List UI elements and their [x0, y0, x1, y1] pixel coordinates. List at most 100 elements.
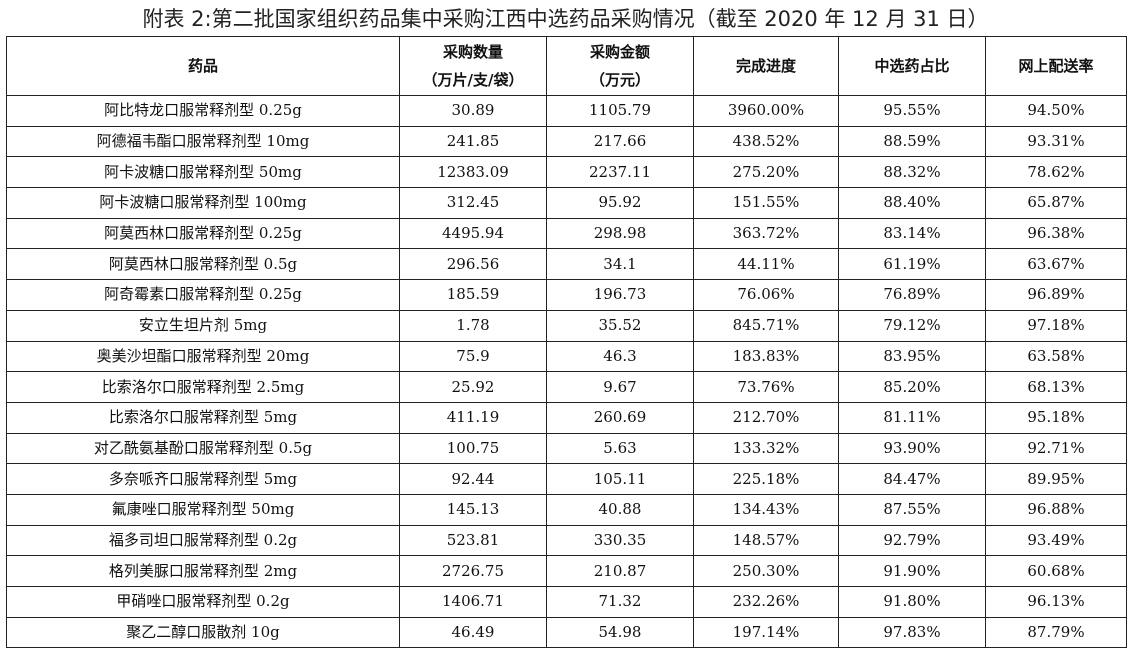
- table-row: 阿比特龙口服常释剂型 0.25g 30.89 1105.79 3960.00% 95.5…: [6, 95, 1127, 127]
- cell-delivery-rate: 63.58%: [985, 340, 1127, 373]
- cell-drug: 阿莫西林口服常释剂型 0.5g: [6, 248, 400, 281]
- cell-drug: 福多司坦口服常释剂型 0.2g: [6, 524, 400, 557]
- cell-progress: 232.26%: [693, 586, 839, 618]
- cell-delivery-rate: 95.18%: [985, 401, 1127, 434]
- table-row: 阿莫西林口服常释剂型 0.5g 296.56 34.1 44.11% 61.19% 63.…: [6, 248, 1127, 281]
- cell-quantity: 46.49: [399, 616, 547, 649]
- table-row: 比索洛尔口服常释剂型 5mg 411.19 260.69 212.70% 81.11% 9…: [6, 401, 1127, 434]
- header-quantity: 采购数量 （万片/支/袋）: [399, 36, 547, 96]
- cell-quantity: 12383.09: [399, 156, 547, 189]
- cell-quantity: 411.19: [399, 401, 547, 434]
- cell-amount: 196.73: [546, 279, 694, 311]
- table-row: 奥美沙坦酯口服常释剂型 20mg 75.9 46.3 183.83% 83.95% 63.…: [6, 340, 1127, 373]
- cell-delivery-rate: 89.95%: [985, 463, 1127, 495]
- cell-progress: 225.18%: [693, 463, 839, 495]
- header-delivery-rate: 网上配送率: [985, 36, 1127, 96]
- cell-selected-share: 87.55%: [838, 493, 986, 526]
- cell-amount: 95.92: [546, 187, 694, 219]
- cell-drug: 格列美脲口服常释剂型 2mg: [6, 555, 400, 587]
- cell-quantity: 241.85: [399, 125, 547, 158]
- table-row: 福多司坦口服常释剂型 0.2g 523.81 330.35 148.57% 92.79%…: [6, 524, 1127, 557]
- cell-progress: 183.83%: [693, 340, 839, 373]
- cell-delivery-rate: 92.71%: [985, 432, 1127, 465]
- cell-delivery-rate: 93.31%: [985, 125, 1127, 158]
- cell-delivery-rate: 93.49%: [985, 524, 1127, 557]
- cell-selected-share: 93.90%: [838, 432, 986, 465]
- cell-selected-share: 83.95%: [838, 340, 986, 373]
- cell-progress: 133.32%: [693, 432, 839, 465]
- cell-quantity: 1.78: [399, 309, 547, 342]
- cell-selected-share: 61.19%: [838, 248, 986, 281]
- cell-progress: 134.43%: [693, 493, 839, 526]
- cell-amount: 298.98: [546, 217, 694, 250]
- cell-amount: 9.67: [546, 371, 694, 403]
- table-row: 多奈哌齐口服常释剂型 5mg 92.44 105.11 225.18% 84.47% 89…: [6, 463, 1127, 495]
- cell-selected-share: 95.55%: [838, 95, 986, 127]
- cell-drug: 比索洛尔口服常释剂型 5mg: [6, 401, 400, 434]
- table-row: 格列美脲口服常释剂型 2mg 2726.75 210.87 250.30% 91.90%…: [6, 555, 1127, 587]
- cell-quantity: 296.56: [399, 248, 547, 281]
- cell-amount: 210.87: [546, 555, 694, 587]
- cell-quantity: 25.92: [399, 371, 547, 403]
- cell-amount: 217.66: [546, 125, 694, 158]
- cell-selected-share: 76.89%: [838, 279, 986, 311]
- cell-selected-share: 88.32%: [838, 156, 986, 189]
- cell-amount: 260.69: [546, 401, 694, 434]
- cell-delivery-rate: 96.13%: [985, 586, 1127, 618]
- cell-progress: 275.20%: [693, 156, 839, 189]
- cell-selected-share: 88.40%: [838, 187, 986, 219]
- cell-amount: 34.1: [546, 248, 694, 281]
- cell-drug: 阿莫西林口服常释剂型 0.25g: [6, 217, 400, 250]
- cell-delivery-rate: 65.87%: [985, 187, 1127, 219]
- table-row: 阿德福韦酯口服常释剂型 10mg 241.85 217.66 438.52% 88.59…: [6, 125, 1127, 158]
- cell-drug: 阿卡波糖口服常释剂型 100mg: [6, 187, 400, 219]
- cell-drug: 氟康唑口服常释剂型 50mg: [6, 493, 400, 526]
- cell-selected-share: 92.79%: [838, 524, 986, 557]
- cell-amount: 1105.79: [546, 95, 694, 127]
- cell-amount: 40.88: [546, 493, 694, 526]
- cell-progress: 3960.00%: [693, 95, 839, 127]
- cell-drug: 阿卡波糖口服常释剂型 50mg: [6, 156, 400, 189]
- cell-selected-share: 83.14%: [838, 217, 986, 250]
- cell-delivery-rate: 94.50%: [985, 95, 1127, 127]
- table-row: 阿卡波糖口服常释剂型 100mg 312.45 95.92 151.55% 88.40%…: [6, 187, 1127, 219]
- cell-progress: 44.11%: [693, 248, 839, 281]
- table-row: 比索洛尔口服常释剂型 2.5mg 25.92 9.67 73.76% 85.20% 68.…: [6, 371, 1127, 403]
- cell-progress: 148.57%: [693, 524, 839, 557]
- table-body: 阿比特龙口服常释剂型 0.25g 30.89 1105.79 3960.00% 95.5…: [6, 95, 1127, 649]
- cell-progress: 250.30%: [693, 555, 839, 587]
- table-row: 对乙酰氨基酚口服常释剂型 0.5g 100.75 5.63 133.32% 93.90%…: [6, 432, 1127, 465]
- table-row: 安立生坦片剂 5mg 1.78 35.52 845.71% 79.12% 97.18%: [6, 309, 1127, 342]
- cell-drug: 多奈哌齐口服常释剂型 5mg: [6, 463, 400, 495]
- cell-drug: 甲硝唑口服常释剂型 0.2g: [6, 586, 400, 618]
- cell-delivery-rate: 78.62%: [985, 156, 1127, 189]
- cell-progress: 212.70%: [693, 401, 839, 434]
- table-header-row: 药品 采购数量 （万片/支/袋） 采购金额 （万元） 完成进度 中选药占比 网上配送…: [6, 36, 1127, 96]
- cell-quantity: 1406.71: [399, 586, 547, 618]
- cell-selected-share: 91.90%: [838, 555, 986, 587]
- cell-quantity: 75.9: [399, 340, 547, 373]
- cell-delivery-rate: 63.67%: [985, 248, 1127, 281]
- header-selected-share: 中选药占比: [838, 36, 986, 96]
- header-drug: 药品: [6, 36, 400, 96]
- cell-delivery-rate: 96.38%: [985, 217, 1127, 250]
- cell-amount: 105.11: [546, 463, 694, 495]
- cell-progress: 197.14%: [693, 616, 839, 649]
- cell-progress: 76.06%: [693, 279, 839, 311]
- cell-progress: 363.72%: [693, 217, 839, 250]
- cell-quantity: 4495.94: [399, 217, 547, 250]
- cell-delivery-rate: 96.89%: [985, 279, 1127, 311]
- cell-amount: 330.35: [546, 524, 694, 557]
- cell-quantity: 30.89: [399, 95, 547, 127]
- cell-quantity: 92.44: [399, 463, 547, 495]
- table-row: 氟康唑口服常释剂型 50mg 145.13 40.88 134.43% 87.55% 96…: [6, 493, 1127, 526]
- cell-drug: 比索洛尔口服常释剂型 2.5mg: [6, 371, 400, 403]
- cell-amount: 71.32: [546, 586, 694, 618]
- cell-delivery-rate: 97.18%: [985, 309, 1127, 342]
- cell-quantity: 145.13: [399, 493, 547, 526]
- cell-quantity: 185.59: [399, 279, 547, 311]
- cell-selected-share: 97.83%: [838, 616, 986, 649]
- cell-selected-share: 84.47%: [838, 463, 986, 495]
- cell-selected-share: 85.20%: [838, 371, 986, 403]
- cell-amount: 35.52: [546, 309, 694, 342]
